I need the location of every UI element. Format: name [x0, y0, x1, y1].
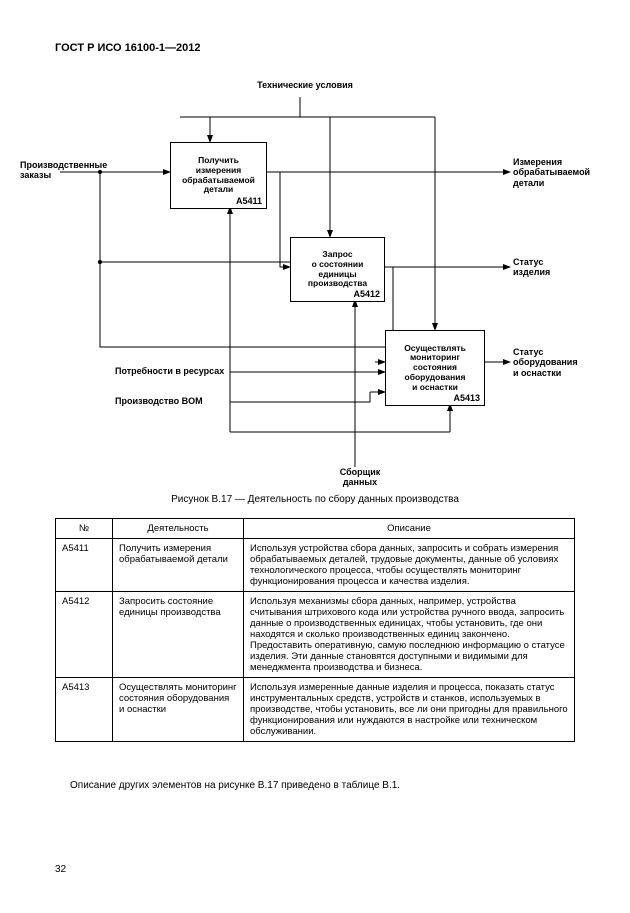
label-data-collector: Сборщик данных [325, 467, 395, 488]
doc-header: ГОСТ Р ИСО 16100-1—2012 [55, 42, 201, 54]
label-bom: Производство BOM [115, 396, 235, 406]
cell-no: A5413 [56, 678, 113, 742]
cell-no: A5412 [56, 592, 113, 678]
node-a5413-title: Осуществлять мониторинг состояния оборуд… [386, 344, 484, 393]
cell-activity: Получить измерения обрабатываемой детали [113, 539, 244, 592]
cell-description: Используя механизмы сбора данных, наприм… [244, 592, 575, 678]
table-row: A5413 Осуществлять мониторинг состояния … [56, 678, 575, 742]
table-head-row: № Деятельность Описание [56, 519, 575, 539]
node-a5413: Осуществлять мониторинг состояния оборуд… [385, 330, 485, 406]
node-a5412: Запрос о состоянии единицы производства … [290, 237, 385, 302]
node-a5413-id: A5413 [453, 393, 480, 403]
label-resource-needs: Потребности в ресурсах [115, 366, 235, 376]
th-description: Описание [244, 519, 575, 539]
cell-no: A5411 [56, 539, 113, 592]
node-a5412-id: A5412 [353, 289, 380, 299]
figure-caption: Рисунок B.17 — Деятельность по сбору дан… [0, 494, 630, 505]
table-row: A5412 Запросить состояние единицы произв… [56, 592, 575, 678]
page: ГОСТ Р ИСО 16100-1—2012 [0, 0, 630, 913]
cell-activity: Запросить состояние единицы производства [113, 592, 244, 678]
label-measurements-out: Измерения обрабатываемой детали [513, 157, 593, 188]
diagram-area: Технические условия Производственные зак… [55, 72, 575, 487]
cell-activity: Осуществлять мониторинг состояния оборуд… [113, 678, 244, 742]
th-number: № [56, 519, 113, 539]
cell-description: Используя измеренные данные изделия и пр… [244, 678, 575, 742]
page-number: 32 [55, 864, 66, 875]
th-activity: Деятельность [113, 519, 244, 539]
node-a5411: Получить измерения обрабатываемой детали… [170, 142, 267, 209]
node-a5411-id: A5411 [236, 196, 262, 206]
node-a5411-title: Получить измерения обрабатываемой детали [171, 156, 266, 195]
table-row: A5411 Получить измерения обрабатываемой … [56, 539, 575, 592]
label-status-product: Статус изделия [513, 257, 583, 278]
label-production-orders: Производственные заказы [20, 160, 110, 181]
node-a5412-title: Запрос о состоянии единицы производства [291, 250, 384, 289]
cell-description: Используя устройства сбора данных, запро… [244, 539, 575, 592]
label-tech-conditions: Технические условия [255, 80, 355, 90]
footer-note: Описание других элементов на рисунке B.1… [70, 780, 400, 791]
label-status-equipment: Статус оборудования и оснастки [513, 347, 593, 378]
description-table: № Деятельность Описание A5411 Получить и… [55, 518, 575, 742]
